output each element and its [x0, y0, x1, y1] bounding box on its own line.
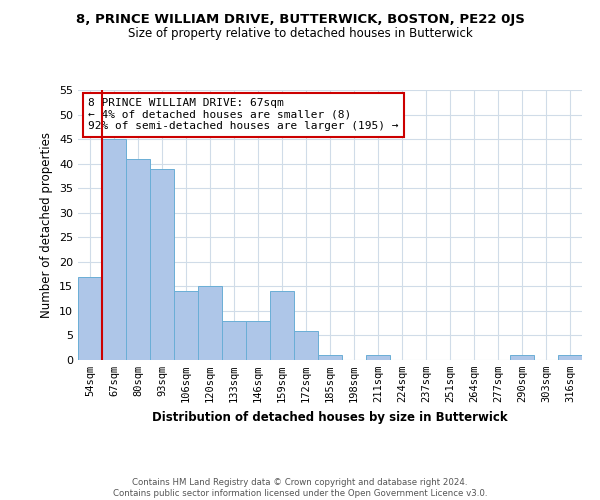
X-axis label: Distribution of detached houses by size in Butterwick: Distribution of detached houses by size … [152, 410, 508, 424]
Bar [294, 330, 318, 360]
Bar [78, 276, 102, 360]
Y-axis label: Number of detached properties: Number of detached properties [40, 132, 53, 318]
Text: 8, PRINCE WILLIAM DRIVE, BUTTERWICK, BOSTON, PE22 0JS: 8, PRINCE WILLIAM DRIVE, BUTTERWICK, BOS… [76, 12, 524, 26]
Text: 8 PRINCE WILLIAM DRIVE: 67sqm
← 4% of detached houses are smaller (8)
92% of sem: 8 PRINCE WILLIAM DRIVE: 67sqm ← 4% of de… [88, 98, 398, 132]
Bar [222, 320, 246, 360]
Bar [558, 355, 582, 360]
Bar [318, 355, 342, 360]
Bar [246, 320, 270, 360]
Bar [366, 355, 390, 360]
Bar [102, 139, 126, 360]
Bar [270, 292, 294, 360]
Bar [126, 158, 150, 360]
Text: Contains HM Land Registry data © Crown copyright and database right 2024.
Contai: Contains HM Land Registry data © Crown c… [113, 478, 487, 498]
Bar [150, 168, 174, 360]
Bar [198, 286, 222, 360]
Text: Size of property relative to detached houses in Butterwick: Size of property relative to detached ho… [128, 28, 472, 40]
Bar [174, 292, 198, 360]
Bar [510, 355, 534, 360]
